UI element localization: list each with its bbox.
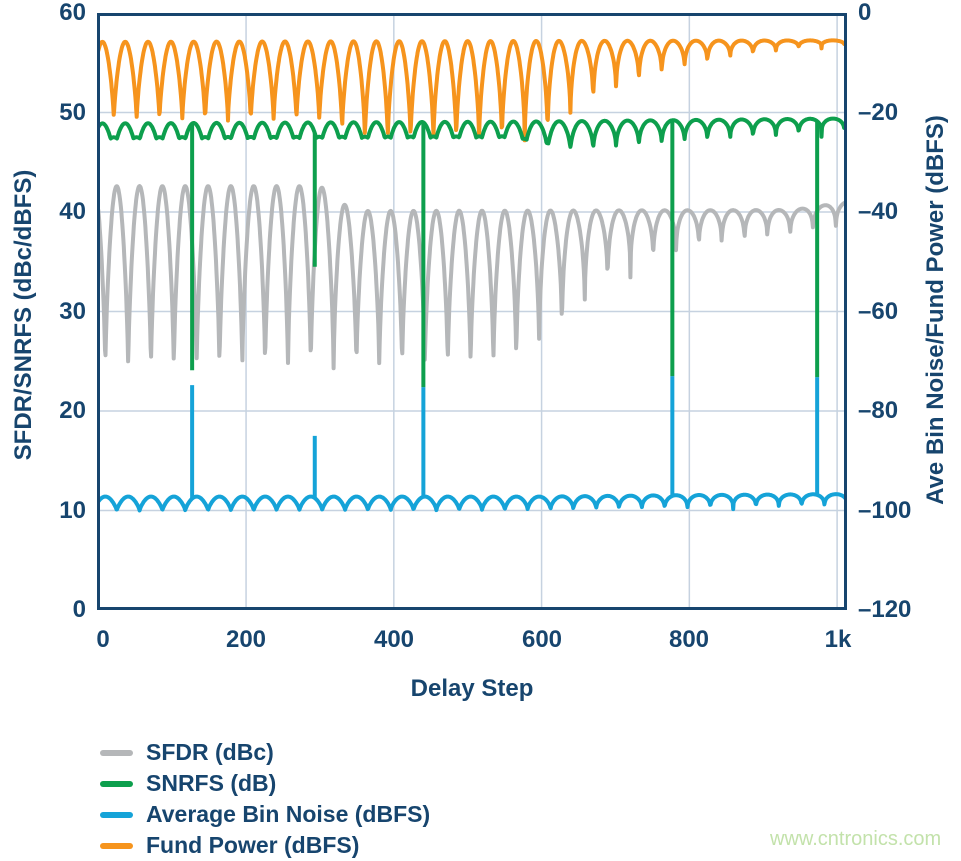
left-axis-tick-50: 50 xyxy=(59,98,86,126)
legend: SFDR (dBc) SNRFS (dB) Average Bin Noise … xyxy=(100,737,430,861)
right-axis-tick-m100: –100 xyxy=(858,496,912,524)
sfdr-line-swatch xyxy=(100,749,133,756)
legend-entry-sfdr: SFDR (dBc) xyxy=(100,737,430,768)
series-line-sfdr-dbc- xyxy=(99,184,845,371)
legend-label-sfdr: SFDR (dBc) xyxy=(146,739,274,765)
x-axis-tick-600: 600 xyxy=(521,626,563,653)
x-axis-tick-200: 200 xyxy=(225,626,267,653)
plot-area xyxy=(97,13,847,610)
legend-label-snrfs: SNRFS (dB) xyxy=(146,770,277,796)
watermark-text: www.cntronics.com xyxy=(770,828,942,850)
right-axis-tick-m80: –80 xyxy=(858,397,899,424)
right-axis-tick-m120: –120 xyxy=(858,596,912,623)
legend-entry-snrfs: SNRFS (dB) xyxy=(100,768,430,799)
x-axis-tick-1k: 1k xyxy=(824,626,852,653)
left-axis-tick-20: 20 xyxy=(59,397,86,424)
bin-noise-line-swatch xyxy=(100,811,133,818)
snrfs-line-swatch xyxy=(100,780,133,787)
left-axis-tick-40: 40 xyxy=(59,198,86,225)
series-line-fund-power-dbfs- xyxy=(99,38,845,143)
left-axis-tick-10: 10 xyxy=(59,496,86,524)
series-line-snrfs-db- xyxy=(99,116,845,149)
left-axis-tick-60: 60 xyxy=(59,0,86,26)
right-axis-tick-m40: –40 xyxy=(858,198,899,225)
legend-label-fund-power: Fund Power (dBFS) xyxy=(146,832,360,858)
left-y-axis-title: SFDR/SNRFS (dBc/dBFS) xyxy=(10,169,37,461)
left-axis-tick-0: 0 xyxy=(72,596,86,623)
fund-power-line-swatch xyxy=(100,842,133,849)
legend-entry-bin-noise: Average Bin Noise (dBFS) xyxy=(100,799,430,830)
legend-label-bin-noise: Average Bin Noise (dBFS) xyxy=(146,801,431,827)
x-axis-tick-0: 0 xyxy=(96,626,110,653)
series-line-average-bin-noise-dbfs- xyxy=(99,492,845,513)
right-axis-tick-0: 0 xyxy=(858,0,872,26)
right-y-axis-title: Ave Bin Noise/Fund Power (dBFS) xyxy=(922,115,949,505)
plot-frame xyxy=(97,13,847,610)
left-axis-tick-30: 30 xyxy=(59,297,86,325)
x-axis-tick-800: 800 xyxy=(668,626,710,653)
x-axis-title: Delay Step xyxy=(410,675,534,702)
x-axis-tick-400: 400 xyxy=(373,626,415,653)
right-axis-tick-m20: –20 xyxy=(858,98,899,126)
right-axis-tick-m60: –60 xyxy=(858,297,899,325)
legend-entry-fund-power: Fund Power (dBFS) xyxy=(100,830,430,861)
